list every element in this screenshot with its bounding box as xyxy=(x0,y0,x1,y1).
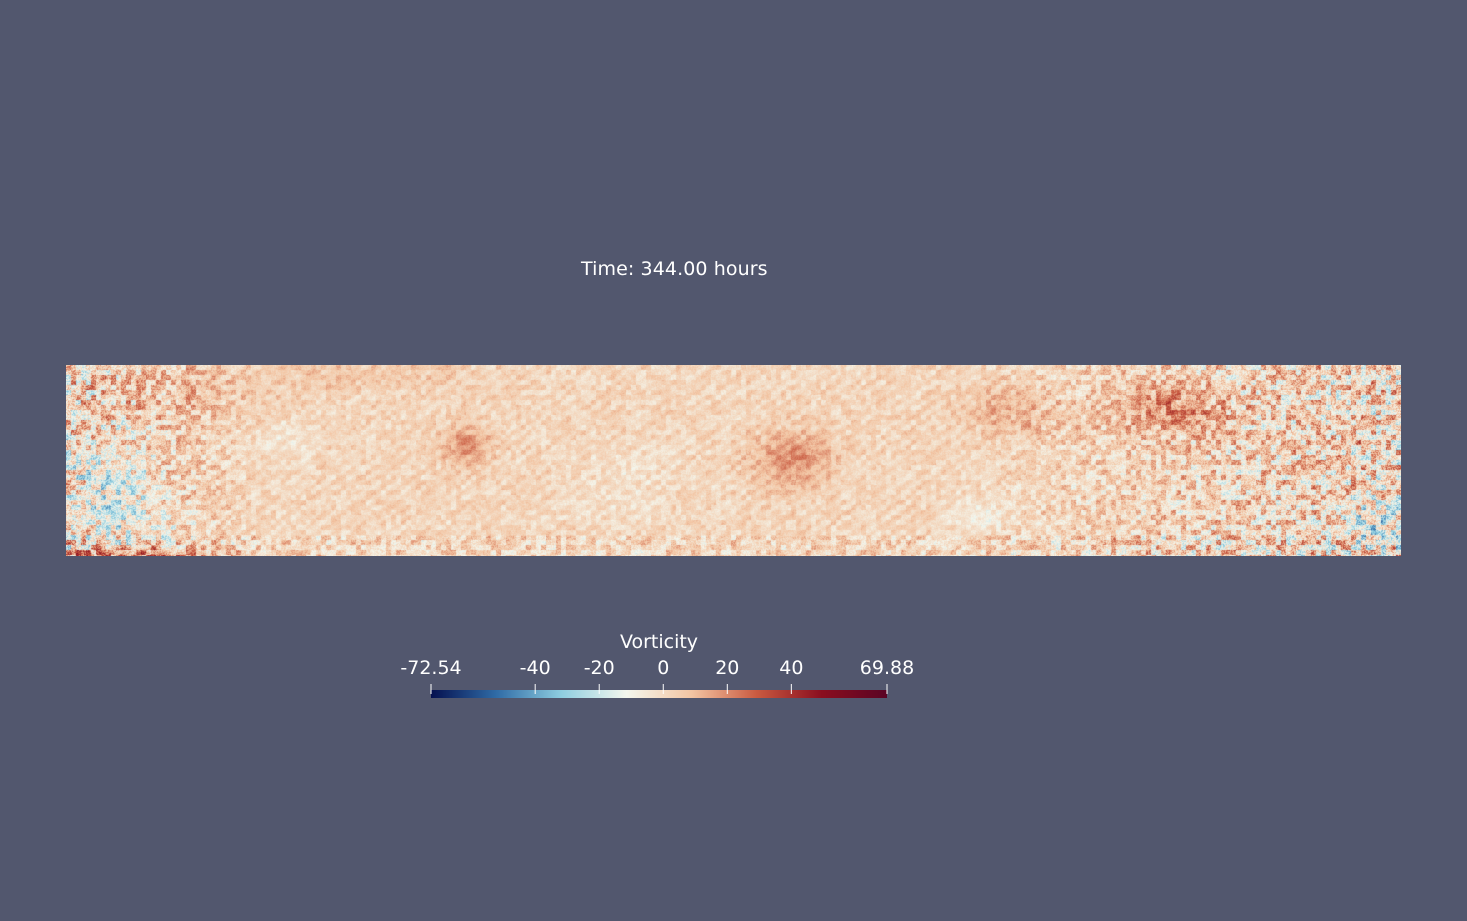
colorbar-tick-label: -20 xyxy=(584,657,615,679)
colorbar-title: Vorticity xyxy=(619,631,699,653)
colorbar-tick-label: -72.54 xyxy=(400,657,461,679)
colorbar-tick-label: 69.88 xyxy=(860,657,914,679)
time-annotation: Time: 344.00 hours xyxy=(581,258,768,280)
colorbar-tick-label: 0 xyxy=(657,657,669,679)
colorbar-tick-label: -40 xyxy=(520,657,551,679)
colorbar-tick-label: 40 xyxy=(779,657,803,679)
colorbar-gradient xyxy=(431,690,887,698)
colorbar: -72.54 -40 -20 0 20 40 69.88 xyxy=(400,657,914,698)
colorbar-tick-label: 20 xyxy=(715,657,739,679)
vorticity-field[interactable] xyxy=(66,365,1401,556)
